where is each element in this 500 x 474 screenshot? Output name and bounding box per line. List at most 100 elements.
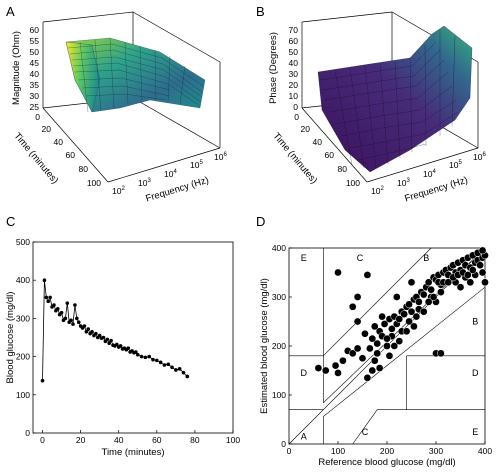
d-data-point (373, 339, 382, 348)
panel-d: D A B B C C D D E E 0 100 200 300 400 0 100 200 300 400 Ref… (256, 214, 492, 468)
b-xtick: 103 (397, 178, 410, 188)
c-data-point (135, 352, 140, 357)
panel-label-b: B (256, 4, 265, 19)
d-data-point (339, 356, 347, 365)
d-data-point (358, 354, 367, 363)
c-data-point (177, 367, 182, 371)
c-data-point (174, 368, 178, 372)
b-ztick: 40 (289, 58, 299, 68)
d-data-point (392, 293, 401, 301)
d-zone-label: B (423, 253, 429, 263)
b-z-axis-label: Phase (Degrees) (268, 32, 279, 104)
b-ytick: 60 (325, 150, 335, 160)
panel-b: B 70 60 50 (256, 4, 486, 204)
d-data-point (314, 364, 323, 372)
c-xtick-label: 40 (114, 435, 124, 445)
b-xtick: 102 (371, 186, 384, 196)
c-data-point (151, 357, 155, 362)
panel-c: C 0 20 40 60 80 100 0 100 200 300 400 500 Time (minu… (5, 214, 240, 458)
a-ytick: 20 (42, 124, 52, 134)
d-data-point (378, 312, 386, 321)
c-data-point (71, 322, 75, 326)
d-data-point (478, 246, 487, 255)
a-z-axis-label: Magnitude (Ohm) (11, 31, 22, 105)
d-xtick-label: 200 (380, 446, 394, 456)
d-zone-label: A (301, 432, 307, 442)
d-data-point (366, 344, 374, 353)
b-xtick: 104 (423, 169, 436, 179)
c-ytick-label: 200 (16, 352, 30, 362)
c-data-point (73, 303, 77, 307)
b-ztick: 30 (289, 69, 299, 79)
c-data-point (59, 310, 64, 315)
c-data-point (155, 358, 159, 363)
d-data-point (375, 364, 384, 372)
d-data-point (444, 278, 453, 287)
c-ytick-label: 100 (16, 390, 30, 400)
a-ztick: 35 (30, 80, 40, 90)
d-xtick-label: 300 (429, 446, 443, 456)
c-data-point (69, 318, 73, 323)
panel-label-d: D (256, 214, 265, 229)
c-data-point (139, 354, 144, 359)
a-ztick: 55 (30, 36, 40, 46)
d-data-point (395, 337, 404, 345)
c-data-point (126, 346, 131, 350)
d-data-point (370, 356, 379, 365)
c-data-point (97, 333, 102, 338)
b-ztick: 10 (289, 91, 299, 101)
d-data-point (331, 361, 340, 370)
panel-a-z-ticks: 60 55 50 45 40 35 30 25 (30, 25, 40, 112)
c-y-axis-label: Blood glucose (mg/dl) (5, 292, 16, 384)
d-zone-boundary (352, 409, 378, 445)
d-data-point (419, 307, 428, 316)
c-data-point (46, 299, 51, 304)
d-zone-boundary (323, 286, 486, 417)
c-data-point (63, 316, 68, 321)
d-data-point (361, 329, 369, 338)
c-data-point (65, 301, 70, 305)
c-data-point (75, 316, 79, 321)
d-y-axis-label: Estimated blood glucose (mg/dl) (259, 278, 270, 414)
c-data-point (107, 341, 111, 346)
c-data-point (86, 327, 91, 331)
d-zone-label: E (472, 427, 478, 437)
a-ytick: 100 (87, 178, 101, 188)
c-data-point (115, 342, 119, 347)
d-ytick-label: 0 (281, 439, 286, 449)
a-x-axis-label: Frequency (Hz) (144, 175, 210, 205)
c-xtick-label: 80 (190, 435, 200, 445)
b-ztick: 60 (289, 36, 299, 46)
c-plot-frame (32, 241, 234, 434)
a-xtick: 106 (214, 152, 227, 162)
panel-a-box (42, 11, 221, 183)
d-data-point (437, 288, 445, 296)
d-data-point (363, 271, 372, 279)
d-zone-label: E (301, 253, 307, 263)
d-data-point (390, 342, 399, 350)
a-ytick: 60 (66, 150, 76, 160)
b-ztick: 50 (289, 47, 299, 57)
d-ytick-label: 400 (272, 243, 286, 253)
c-data-point (118, 344, 123, 348)
c-data-point (40, 378, 45, 383)
panel-d-plot: A B B C C D D E E 0 100 200 300 400 0 100 200 300 400 Refer… (259, 243, 492, 468)
d-data-point (419, 290, 428, 299)
d-data-point (334, 268, 342, 277)
c-data-point (105, 337, 110, 342)
d-xtick-label: 0 (287, 446, 292, 456)
d-data-point (334, 369, 342, 377)
c-data-point (82, 324, 87, 328)
d-data-point (368, 334, 377, 343)
d-data-point (407, 278, 416, 287)
b-x-axis-label: Frequency (Hz) (403, 175, 469, 205)
d-ytick-label: 300 (272, 292, 286, 302)
c-x-axis-label: Time (minutes) (102, 447, 165, 458)
a-xtick: 105 (190, 160, 203, 170)
d-data-point (353, 344, 362, 353)
c-data-point (90, 329, 94, 334)
c-data-point (181, 370, 186, 375)
b-xtick: 106 (473, 152, 486, 162)
d-xtick-label: 400 (478, 446, 492, 456)
a-ztick: 50 (30, 47, 40, 57)
